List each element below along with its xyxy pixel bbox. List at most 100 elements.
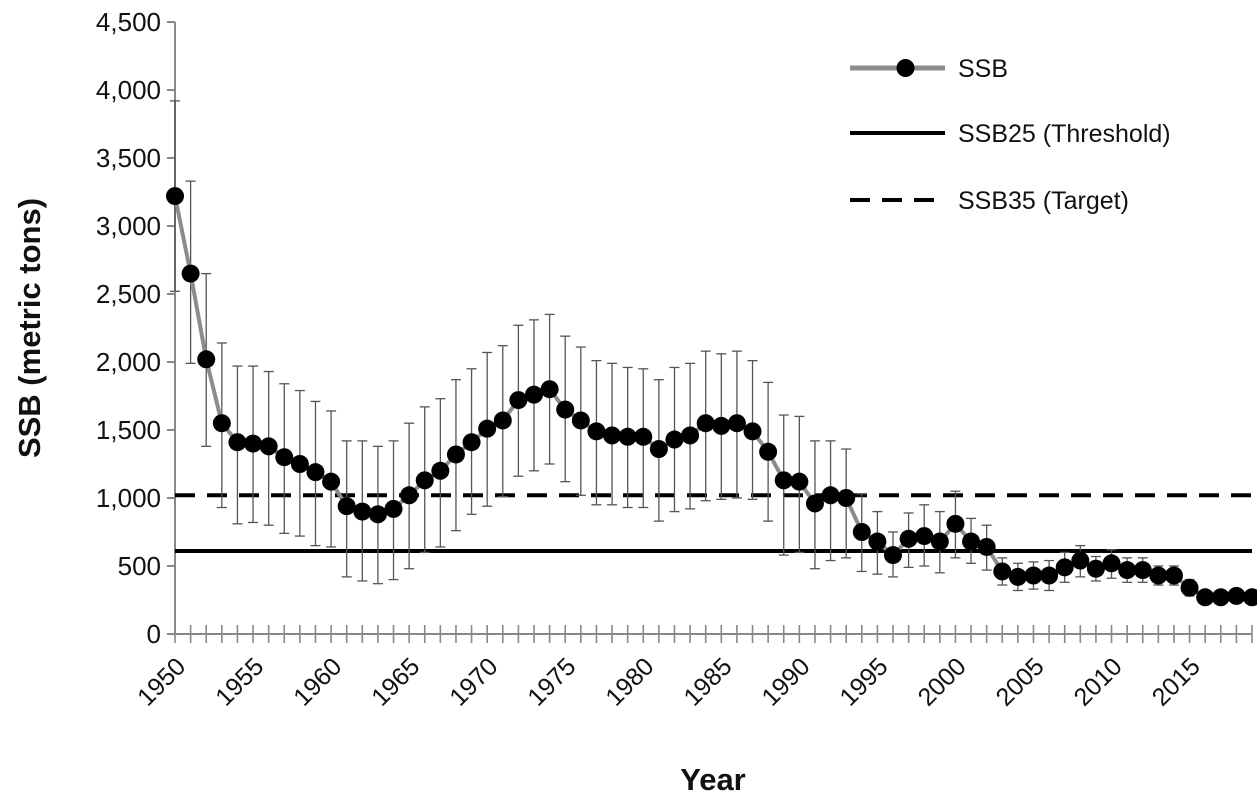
ssb-point: [181, 264, 200, 283]
ssb-series: [166, 187, 1257, 607]
ssb-point: [946, 514, 965, 533]
x-tick-label: 2015: [1147, 652, 1206, 711]
ssb-point: [915, 527, 934, 546]
legend: SSB SSB25 (Threshold) SSB35 (Target): [850, 55, 1171, 215]
ssb-point: [446, 445, 465, 464]
y-tick-label: 2,500: [96, 279, 161, 309]
ssb-point: [212, 414, 231, 433]
ssb-point: [930, 532, 949, 551]
ssb-point: [603, 426, 622, 445]
ssb-point: [587, 422, 606, 441]
y-tick-label: 1,000: [96, 483, 161, 513]
ssb-point: [805, 494, 824, 513]
legend-label: SSB25 (Threshold): [958, 120, 1171, 148]
ssb-line: [173, 195, 1253, 600]
ssb-point: [400, 486, 419, 505]
x-tick-label: 1950: [132, 652, 191, 711]
ssb-point: [1071, 551, 1090, 570]
x-axis-title: Year: [680, 762, 746, 797]
ssb-point: [1149, 566, 1168, 585]
ssb-point: [571, 411, 590, 430]
ssb-point: [1086, 559, 1105, 578]
ssb-point: [1196, 588, 1215, 607]
y-tick-label: 4,500: [96, 7, 161, 37]
ssb-point: [993, 562, 1012, 581]
ssb-point: [1243, 588, 1257, 607]
ssb-point: [322, 472, 341, 491]
ssb-point: [899, 529, 918, 548]
ssb-point: [634, 427, 653, 446]
x-tick-label: 1985: [678, 652, 737, 711]
ssb-point: [275, 448, 294, 467]
ssb-point: [509, 391, 528, 410]
legend-marker-ssb: [896, 59, 915, 77]
ssb-point: [743, 422, 762, 441]
ssb-point: [1118, 561, 1137, 580]
x-tick-label: 1980: [600, 652, 659, 711]
ssb-point: [415, 471, 434, 490]
ssb-point: [462, 433, 481, 452]
x-tick-label: 1995: [835, 652, 894, 711]
ssb-point: [556, 400, 575, 419]
x-axis-ticks: 1950 1955 1960 1965 1970 1975 1980 1985 1990 1995…: [132, 625, 1253, 712]
ssb-point: [259, 437, 278, 456]
ssb-point: [1164, 566, 1183, 585]
ssb-point: [759, 442, 778, 461]
ssb-point: [493, 411, 512, 430]
ssb-point: [649, 440, 668, 459]
ssb-point: [962, 532, 981, 551]
ssb-point: [166, 187, 184, 206]
x-tick-label: 2000: [913, 652, 972, 711]
ssb-point: [1102, 554, 1121, 573]
ssb-point: [1008, 567, 1027, 586]
x-tick-label: 1965: [366, 652, 425, 711]
x-tick-label: 1990: [756, 652, 815, 711]
reference-lines: [175, 493, 1252, 554]
ssb-point: [868, 532, 887, 551]
y-tick-label: 500: [118, 551, 161, 581]
ssb-point: [665, 430, 684, 449]
y-tick-label: 1,500: [96, 415, 161, 445]
x-tick-label: 2010: [1069, 652, 1128, 711]
error-bars: [170, 100, 1257, 603]
ssb-point: [790, 472, 809, 491]
ssb-point: [712, 416, 731, 435]
ssb-point: [1040, 566, 1059, 585]
legend-label: SSB: [958, 55, 1008, 83]
x-tick-label: 1970: [444, 652, 503, 711]
ssb-point: [837, 489, 856, 507]
x-tick-label: 1975: [522, 652, 581, 711]
ssb-point: [821, 486, 840, 505]
x-tick-label: 2005: [991, 652, 1050, 711]
ssb-point: [525, 385, 543, 404]
ssb-point: [681, 426, 700, 445]
y-axis-ticks: 0 500 1,000 1,500 2,000 2,500 3,000 3,500 4,000 4…: [96, 7, 175, 649]
ssb-point: [1180, 578, 1199, 597]
ssb-point: [540, 380, 559, 399]
ssb-point: [244, 434, 263, 453]
y-tick-label: 3,000: [96, 211, 161, 241]
ssb-point: [1211, 588, 1230, 607]
ssb-point: [1227, 586, 1246, 605]
y-tick-label: 3,500: [96, 143, 161, 173]
ssb-point: [884, 546, 902, 565]
ssb-point: [696, 414, 715, 433]
y-tick-label: 4,000: [96, 75, 161, 105]
ssb-point: [431, 461, 450, 480]
ssb-point: [368, 505, 387, 524]
ssb-point: [197, 350, 216, 369]
ssb-point: [384, 499, 403, 518]
ssb-point: [774, 471, 793, 490]
y-axis-title: SSB (metric tons): [12, 198, 47, 458]
ssb-point: [353, 502, 372, 521]
x-tick-label: 1960: [288, 652, 347, 711]
ssb-point: [852, 523, 871, 541]
ssb-point: [337, 497, 356, 516]
ssb-point: [977, 537, 996, 556]
ssb-point: [1055, 558, 1074, 577]
ssb-point: [727, 414, 746, 433]
ssb-point: [618, 427, 637, 446]
ssb-point: [228, 433, 247, 452]
legend-label: SSB35 (Target): [958, 187, 1129, 215]
